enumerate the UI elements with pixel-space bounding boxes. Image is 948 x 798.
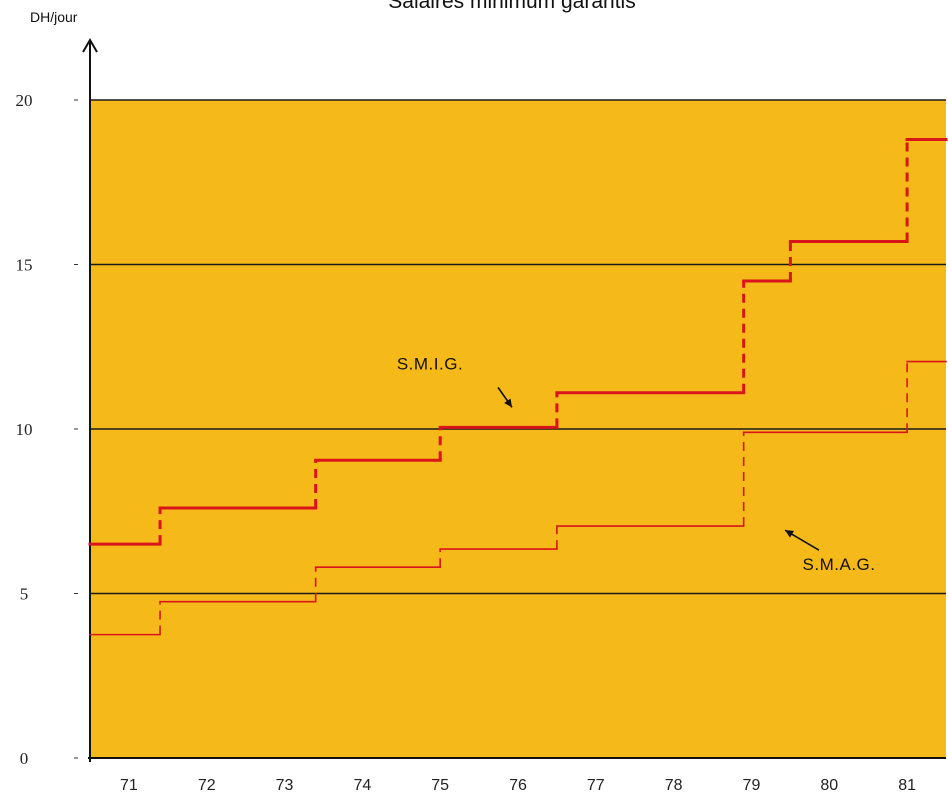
- y-axis-arrow: [82, 38, 98, 53]
- x-tick-label-77: 77: [587, 777, 605, 794]
- y-axis-unit: DH/jour: [30, 9, 78, 25]
- x-tick-label-78: 78: [665, 777, 683, 794]
- annotation-arrow-head-1: [785, 530, 794, 538]
- x-tick-label-81: 81: [898, 777, 916, 794]
- x-tick-label-71: 71: [120, 777, 138, 794]
- x-tick-label-80: 80: [820, 777, 838, 794]
- annotation-smag: S.M.A.G.: [803, 555, 876, 574]
- chart-title: Salaires minimum garantis: [388, 0, 635, 13]
- x-tick-label-76: 76: [509, 777, 527, 794]
- series-smig: [88, 137, 948, 546]
- series-smag: [89, 360, 947, 636]
- x-tick-label-75: 75: [431, 777, 449, 794]
- y-tick-label-15: 15: [16, 256, 33, 275]
- y-tick-label-20: 20: [16, 91, 33, 110]
- y-tick-label-0: 0: [20, 749, 29, 768]
- annotation-arrow-head-0: [504, 398, 512, 408]
- x-tick-label-79: 79: [743, 777, 761, 794]
- y-tick-label-10: 10: [16, 420, 33, 439]
- annotation-smig: S.M.I.G.: [397, 354, 463, 373]
- x-tick-label-73: 73: [276, 777, 294, 794]
- x-tick-label-74: 74: [353, 777, 371, 794]
- x-tick-label-72: 72: [198, 777, 216, 794]
- y-tick-label-5: 5: [20, 585, 29, 604]
